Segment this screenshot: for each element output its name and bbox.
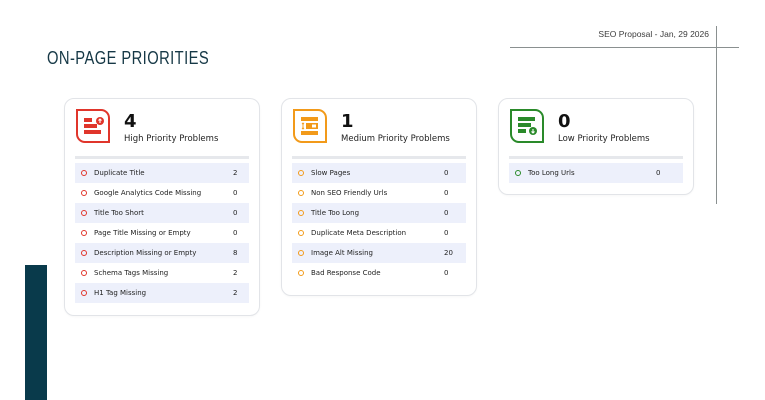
status-dot-icon — [81, 170, 87, 176]
medium-priority-label: Medium Priority Problems — [341, 134, 450, 144]
high-priority-icon — [76, 109, 110, 143]
low-priority-icon — [510, 109, 544, 143]
status-dot-icon — [81, 250, 87, 256]
status-dot-icon — [81, 210, 87, 216]
medium-priority-count: 1 — [341, 111, 354, 132]
status-dot-icon — [298, 250, 304, 256]
status-dot-icon — [81, 290, 87, 296]
high-priority-count: 4 — [124, 111, 137, 132]
list-item: Slow Pages 0 — [292, 163, 466, 183]
medium-priority-card: 1 Medium Priority Problems Slow Pages 0 N… — [281, 98, 477, 296]
list-item: Page Title Missing or Empty 0 — [75, 223, 249, 243]
list-item: Image Alt Missing 20 — [292, 243, 466, 263]
vertical-divider — [716, 26, 717, 204]
list-item: Non SEO Friendly Urls 0 — [292, 183, 466, 203]
card-divider — [292, 156, 466, 159]
status-dot-icon — [81, 230, 87, 236]
status-dot-icon — [298, 270, 304, 276]
status-dot-icon — [298, 210, 304, 216]
list-item: Title Too Long 0 — [292, 203, 466, 223]
list-item: Google Analytics Code Missing 0 — [75, 183, 249, 203]
high-priority-label: High Priority Problems — [124, 134, 219, 144]
card-divider — [509, 156, 683, 159]
status-dot-icon — [81, 190, 87, 196]
list-item: Description Missing or Empty 8 — [75, 243, 249, 263]
high-priority-card: 4 High Priority Problems Duplicate Title… — [64, 98, 260, 316]
list-item: Schema Tags Missing 2 — [75, 263, 249, 283]
status-dot-icon — [298, 230, 304, 236]
document-meta: SEO Proposal - Jan, 29 2026 — [598, 29, 709, 39]
list-item: Bad Response Code 0 — [292, 263, 466, 283]
status-dot-icon — [298, 190, 304, 196]
accent-bar — [25, 265, 47, 400]
medium-priority-list: Slow Pages 0 Non SEO Friendly Urls 0 Title… — [292, 163, 466, 283]
status-dot-icon — [298, 170, 304, 176]
page-title: ON-PAGE PRIORITIES — [47, 48, 210, 68]
high-priority-list: Duplicate Title 2 Google Analytics Code M… — [75, 163, 249, 303]
status-dot-icon — [81, 270, 87, 276]
list-item: Duplicate Title 2 — [75, 163, 249, 183]
list-item: Too Long Urls 0 — [509, 163, 683, 183]
low-priority-label: Low Priority Problems — [558, 134, 650, 144]
list-item: Title Too Short 0 — [75, 203, 249, 223]
low-priority-count: 0 — [558, 111, 571, 132]
low-priority-list: Too Long Urls 0 — [509, 163, 683, 183]
list-item: H1 Tag Missing 2 — [75, 283, 249, 303]
card-divider — [75, 156, 249, 159]
list-item: Duplicate Meta Description 0 — [292, 223, 466, 243]
medium-priority-icon — [293, 109, 327, 143]
header-divider — [510, 47, 739, 48]
status-dot-icon — [515, 170, 521, 176]
low-priority-card: 0 Low Priority Problems Too Long Urls 0 — [498, 98, 694, 195]
